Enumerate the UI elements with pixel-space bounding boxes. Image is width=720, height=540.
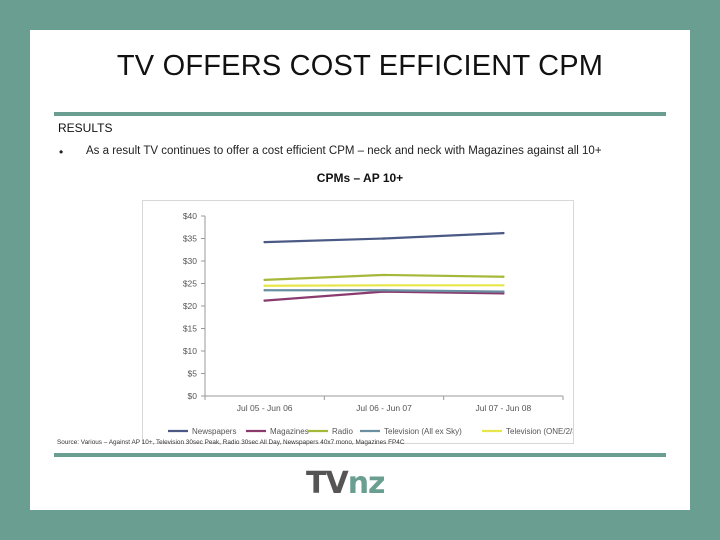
- data-point: [502, 290, 505, 293]
- legend-label: Television (All ex Sky): [384, 427, 462, 436]
- data-point: [382, 273, 386, 277]
- legend-label: Television (ONE/2/3): [506, 427, 573, 436]
- bullet-text: As a result TV continues to offer a cost…: [86, 145, 602, 157]
- y-tick-label: $10: [183, 346, 197, 356]
- y-tick-label: $5: [188, 369, 198, 379]
- bottom-divider: [54, 453, 666, 457]
- logo-nz: nz: [347, 466, 386, 501]
- y-tick-label: $40: [183, 211, 197, 221]
- data-point: [502, 231, 505, 235]
- x-tick-label: Jul 07 - Jun 08: [475, 403, 531, 413]
- y-tick-label: $35: [183, 234, 197, 244]
- data-point: [502, 284, 505, 287]
- data-point: [502, 275, 505, 278]
- bullet-marker: •: [59, 145, 64, 159]
- legend-label: Magazines: [270, 427, 309, 436]
- data-point: [382, 284, 386, 287]
- x-tick-label: Jul 06 - Jun 07: [356, 403, 412, 413]
- legend-label: Newspapers: [192, 427, 236, 436]
- tvnz-logo: TVnz: [306, 466, 386, 501]
- chart-container: $0 $5 $10 $15 $20 $25 $30 $35 $40 Jul 05 - Jun 06…: [142, 200, 574, 444]
- line-chart: $0 $5 $10 $15 $20 $25 $30 $35 $40 Jul 05 - Jun 06…: [168, 211, 573, 436]
- data-point: [263, 284, 266, 287]
- source-note: Source: Various – Against AP 10+, Televi…: [57, 439, 405, 446]
- top-divider: [54, 112, 666, 116]
- data-point: [502, 292, 505, 295]
- slide-title: TV OFFERS COST EFFICIENT CPM: [116, 50, 604, 82]
- y-tick-label: $25: [183, 279, 197, 289]
- data-point: [263, 299, 266, 302]
- data-point: [382, 237, 386, 240]
- data-point: [263, 278, 266, 282]
- data-point: [263, 289, 266, 292]
- series-line: [263, 290, 505, 302]
- logo-tv: TV: [306, 466, 349, 501]
- x-tick-label: Jul 05 - Jun 06: [237, 403, 293, 413]
- chart-title: CPMs – AP 10+: [316, 171, 404, 185]
- y-tick-label: $20: [183, 301, 197, 311]
- y-tick-label: $15: [183, 324, 197, 334]
- y-tick-label: $0: [188, 391, 198, 401]
- legend-label: Radio: [332, 427, 353, 436]
- data-point: [382, 289, 386, 292]
- y-tick-label: $30: [183, 256, 197, 266]
- section-label: RESULTS: [58, 121, 113, 135]
- data-point: [263, 240, 266, 244]
- slide: TV OFFERS COST EFFICIENT CPM RESULTS • A…: [30, 30, 690, 510]
